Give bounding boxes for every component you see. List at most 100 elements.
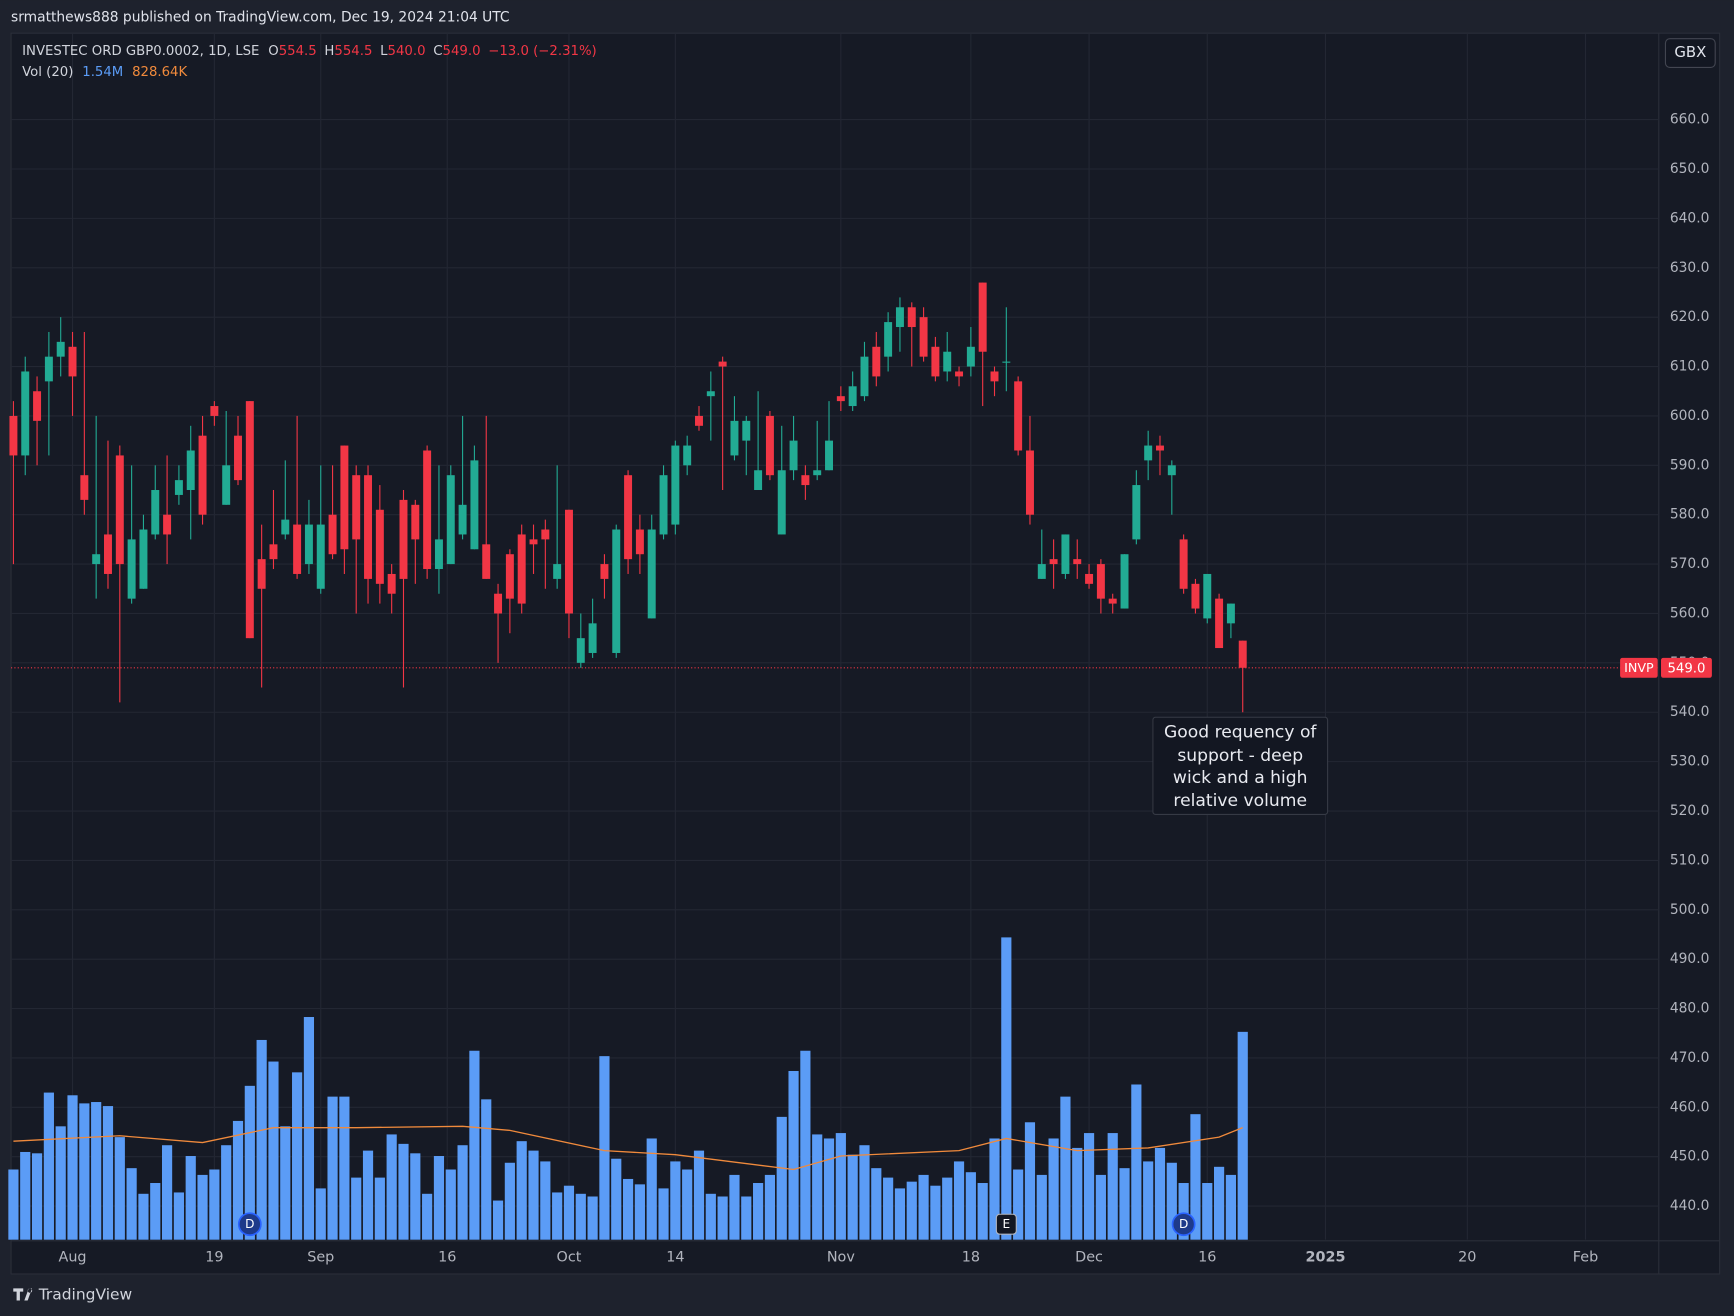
y-tick-label: 570.0: [1670, 556, 1710, 572]
candle-body: [44, 356, 53, 382]
candle-body: [1096, 564, 1105, 599]
volume-bar: [445, 1169, 456, 1240]
candle-body: [576, 638, 585, 663]
candle-body: [1037, 564, 1046, 579]
volume-bar: [823, 1138, 835, 1240]
volume-bar: [209, 1169, 220, 1240]
volume-bar: [221, 1145, 232, 1240]
candle-body: [671, 445, 680, 525]
candle-body: [423, 450, 432, 570]
volume-bar: [150, 1183, 161, 1240]
currency[interactable]: GBX: [1674, 43, 1706, 61]
candle-body: [1156, 445, 1164, 451]
volume-bar: [8, 1169, 19, 1240]
candle-body: [1144, 445, 1153, 461]
candle-body: [647, 529, 656, 619]
volume-name: Vol (20): [22, 65, 73, 80]
candle-body: [966, 346, 975, 367]
y-tick-label: 600.0: [1670, 408, 1710, 424]
volume-bar: [197, 1174, 208, 1240]
annotation: Good requency of support - deep wick and…: [1152, 716, 1329, 816]
volume-bar: [469, 1050, 480, 1240]
volume-bar: [20, 1151, 31, 1240]
volume-bar: [1154, 1147, 1166, 1240]
y-tick-label: 460.0: [1670, 1099, 1710, 1115]
candle-body: [1215, 598, 1224, 649]
candle-body: [517, 534, 526, 604]
volume-bar: [79, 1103, 90, 1240]
y-tick-label: 540.0: [1670, 704, 1710, 720]
candle-body: [293, 524, 302, 574]
y-tick-label: 440.0: [1670, 1198, 1710, 1214]
candle-body: [683, 445, 692, 466]
legend-title: INVESTEC ORD GBP0.0002, 1D, LSE: [22, 44, 259, 59]
publisher: srmatthews888 published on TradingView.c…: [11, 10, 510, 26]
x-tick-label: 2025: [1305, 1249, 1345, 1265]
volume-bar: [1060, 1096, 1071, 1240]
legend-key: O: [268, 44, 278, 59]
candle-body: [754, 470, 763, 491]
x-tick-label: Feb: [1573, 1249, 1598, 1265]
volume-bar: [303, 1017, 315, 1240]
candle-body: [1049, 559, 1058, 565]
y-tick-label: 520.0: [1670, 803, 1710, 819]
volume-bar: [646, 1138, 657, 1240]
candle-body: [659, 475, 668, 535]
candle-body: [718, 361, 727, 367]
candle-body: [127, 539, 136, 599]
candle-body: [458, 504, 467, 535]
candle-body: [588, 623, 597, 653]
candle-body: [624, 475, 633, 560]
currency-button[interactable]: [1664, 38, 1716, 69]
candle-body: [612, 529, 621, 653]
candle-body: [943, 351, 952, 372]
volume-bar: [504, 1162, 515, 1240]
annotation-box: Good requency of support - deep wick and…: [1152, 716, 1329, 816]
volume-bar: [859, 1145, 870, 1240]
candle-body: [139, 529, 148, 589]
candle-body: [1132, 485, 1141, 540]
volume-bar: [161, 1145, 173, 1240]
brand-logo: [13, 1288, 33, 1301]
y-tick-label: 510.0: [1670, 852, 1710, 868]
candle-body: [257, 559, 266, 589]
volume-bar: [528, 1150, 539, 1240]
plot: 440.0 450.0 460.0 470.0 480.0 490.0 500.0 510.0…: [8, 33, 1712, 1265]
volume-bar: [682, 1169, 693, 1240]
candle-body: [104, 534, 112, 574]
y-tick-label: 640.0: [1670, 210, 1710, 226]
volume-bar: [1202, 1183, 1213, 1240]
volume-bar: [717, 1196, 728, 1240]
volume-bar: [552, 1192, 563, 1240]
volume-bar: [339, 1096, 350, 1240]
y-tick-label: 480.0: [1670, 1001, 1710, 1017]
event-label: D: [1179, 1217, 1188, 1231]
x-tick-label: Aug: [59, 1249, 87, 1265]
volume-bar: [918, 1174, 929, 1240]
candle-body: [352, 475, 361, 540]
candle-body: [470, 460, 479, 550]
legend: INVESTEC ORD GBP0.0002, 1D, LSE O554.5 H55…: [22, 44, 597, 59]
volume-bar: [398, 1143, 409, 1240]
volume-bar: [1166, 1162, 1177, 1240]
y-tick-label: 580.0: [1670, 507, 1710, 523]
volume-bar: [599, 1056, 610, 1240]
candle-body: [955, 371, 964, 377]
volume-bar: [658, 1188, 669, 1240]
candle-body: [328, 514, 337, 555]
volume-bar: [1083, 1133, 1095, 1240]
event-label: D: [245, 1217, 254, 1231]
candle-body: [174, 480, 183, 495]
volume-bar: [835, 1133, 846, 1240]
candle-body: [92, 554, 101, 565]
volume-bar: [930, 1185, 941, 1240]
candle-body: [1191, 583, 1200, 609]
chart-panel: [10, 32, 1721, 1275]
volume-bar: [883, 1177, 894, 1240]
candle-body: [1014, 381, 1023, 451]
volume-bar: [977, 1183, 988, 1240]
x-tick-label: Oct: [557, 1249, 582, 1265]
price-label: 549.0: [1667, 661, 1705, 676]
candle-body: [600, 564, 609, 579]
